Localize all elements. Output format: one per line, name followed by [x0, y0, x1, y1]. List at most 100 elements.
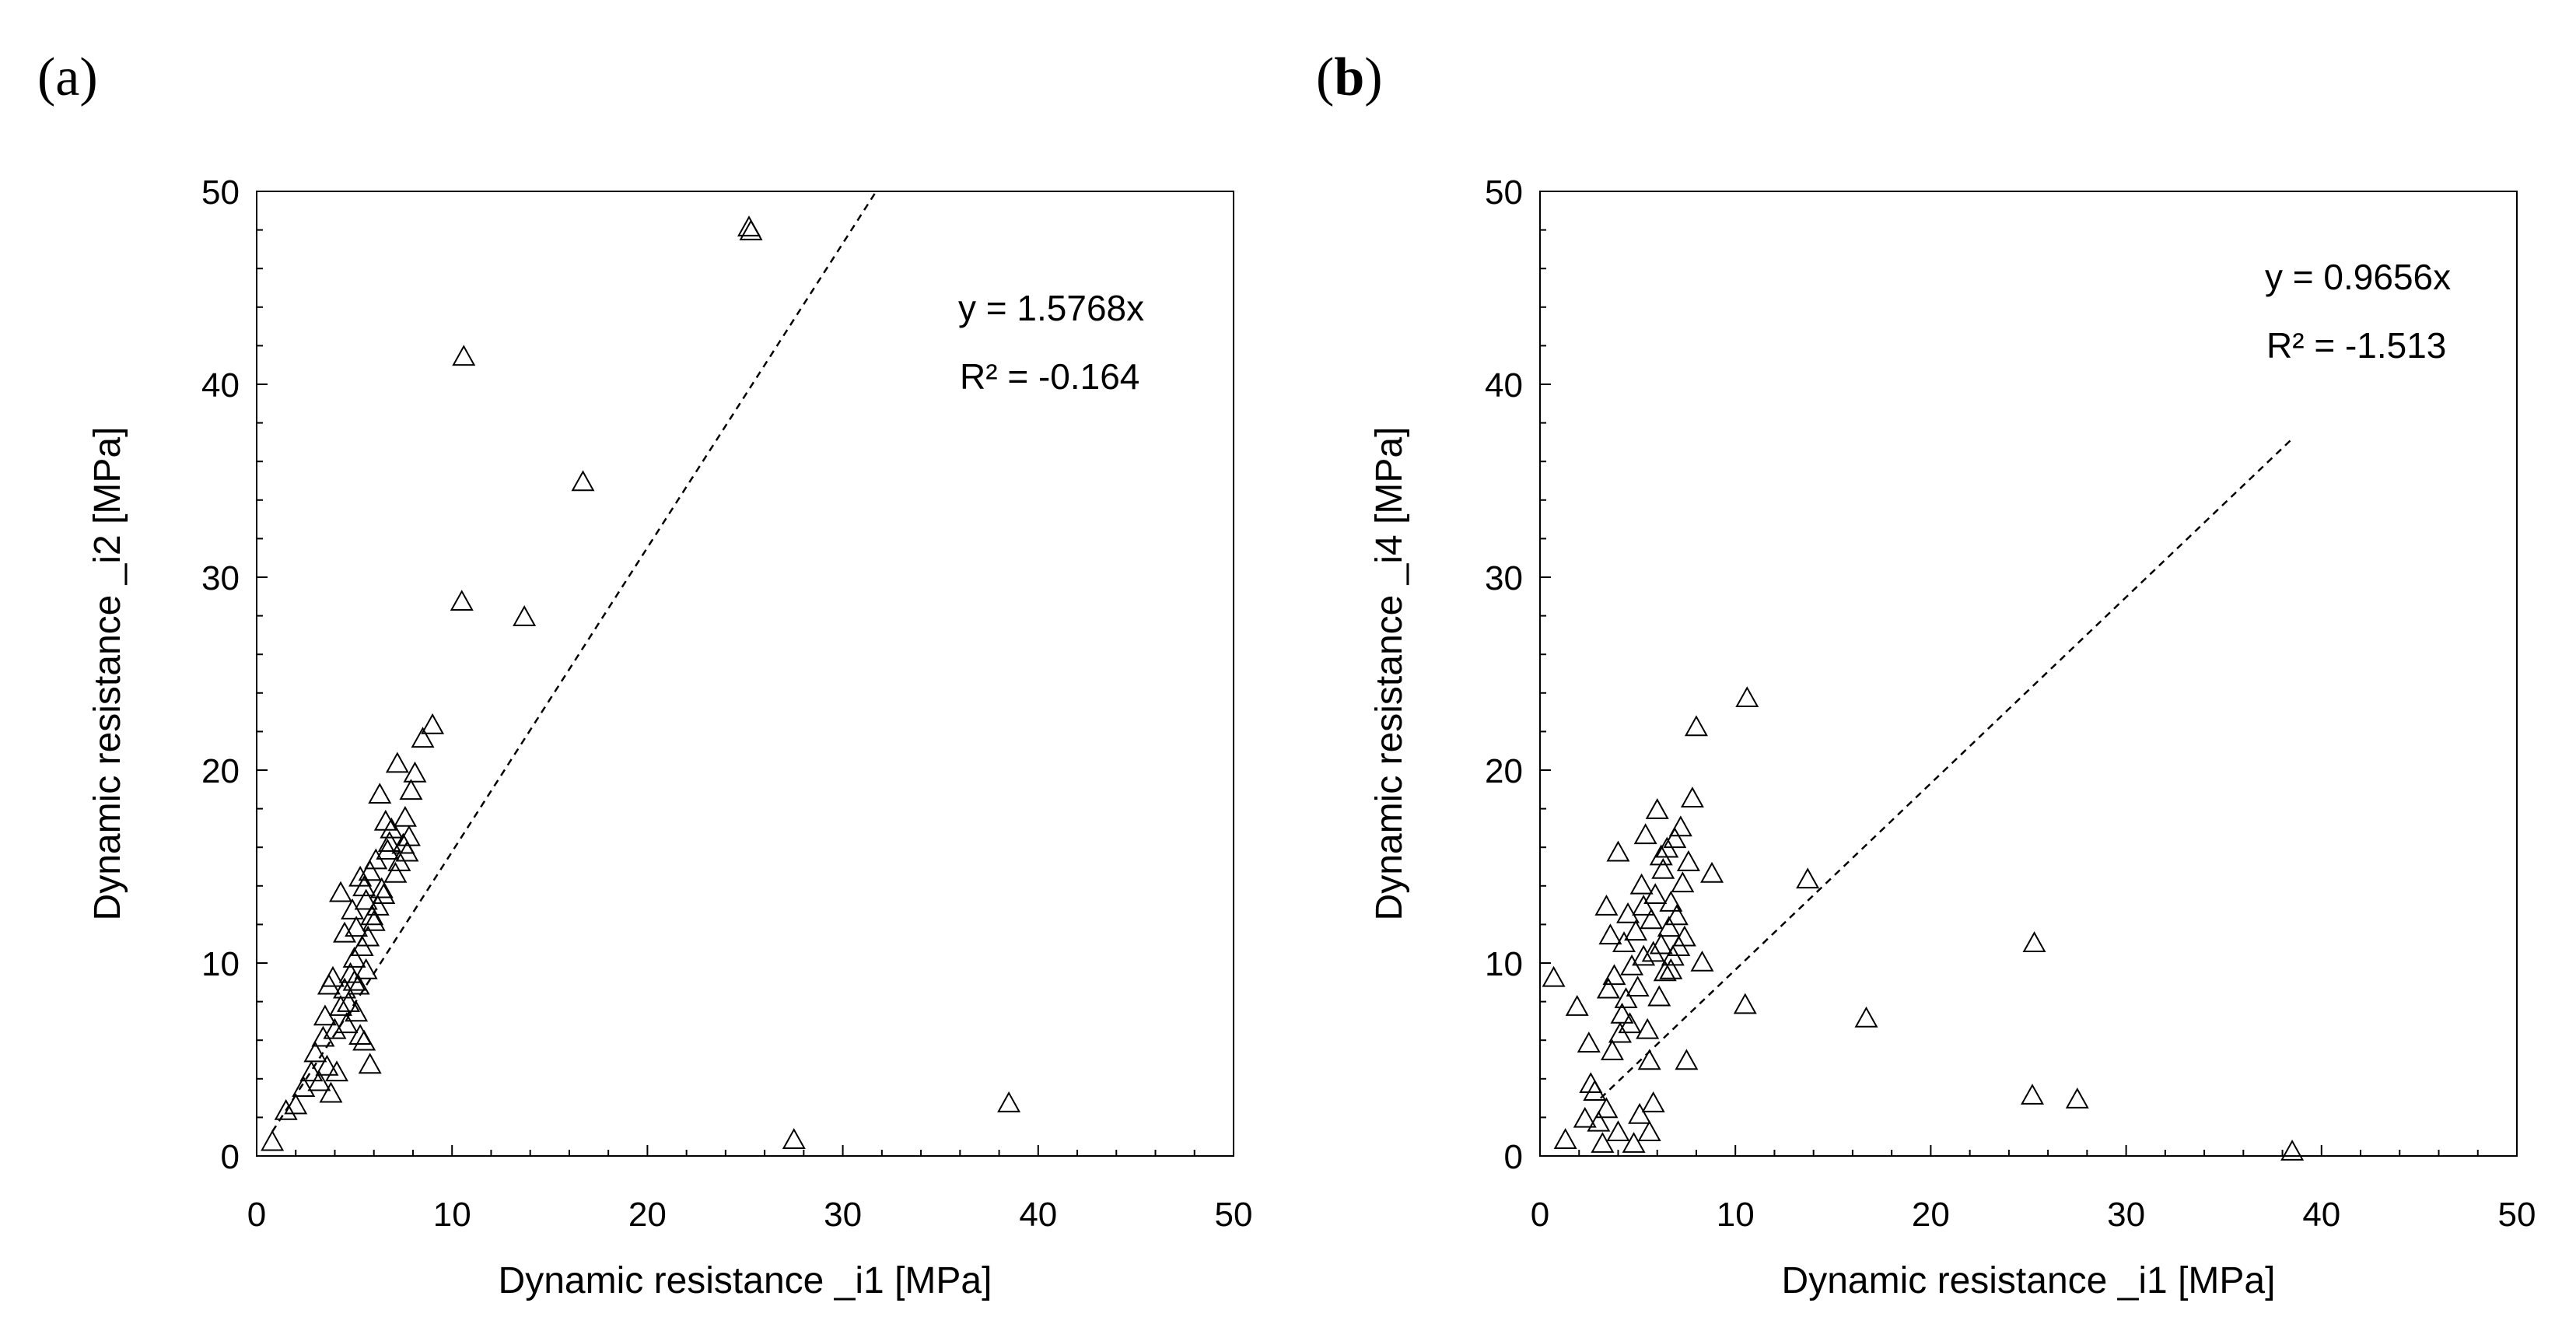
x-tick-label: 10 [433, 1196, 471, 1234]
data-point [1612, 931, 1636, 952]
data-point [1690, 950, 1714, 972]
y-tick-label: 40 [1485, 366, 1523, 405]
data-points [1542, 686, 2305, 1161]
x-tick-labels: 0 10 20 30 40 50 [1531, 1196, 2536, 1234]
panel-label: (b) [1316, 47, 1383, 107]
plot-area-frame [256, 191, 1234, 1157]
data-point [362, 909, 386, 931]
x-tick-label: 40 [1019, 1196, 1057, 1234]
chart-panel-b: (b) 0 10 20 30 40 50 0 10 20 30 40 50 Dy… [1316, 47, 2536, 1301]
data-point [1640, 908, 1664, 930]
data-point [2022, 931, 2046, 952]
data-point [1624, 919, 1648, 941]
data-point [299, 1060, 324, 1082]
x-tick-labels: 0 10 20 30 40 50 [247, 1196, 1253, 1234]
data-point [1636, 1018, 1660, 1039]
x-tick-label: 40 [2302, 1196, 2340, 1234]
data-point [352, 875, 376, 897]
data-point [1602, 964, 1626, 986]
data-point [1583, 1080, 1607, 1101]
data-point [739, 219, 763, 240]
data-point [1594, 895, 1619, 916]
y-tick-label: 0 [1504, 1138, 1523, 1176]
data-point [1700, 861, 1724, 883]
x-tick-label: 50 [1215, 1196, 1253, 1234]
y-tick-labels: 0 10 20 30 40 50 [1485, 173, 1523, 1176]
data-point [1629, 873, 1654, 895]
data-point [397, 825, 421, 846]
plot-area-frame [1539, 191, 2518, 1157]
data-point [1600, 1039, 1624, 1060]
data-point [342, 946, 366, 968]
data-point [292, 1076, 316, 1097]
data-point [403, 761, 427, 783]
data-point [1610, 1002, 1634, 1024]
data-point [348, 865, 373, 887]
data-point [1542, 965, 1566, 987]
data-point [274, 1098, 298, 1120]
data-point [320, 965, 345, 987]
data-point [317, 973, 341, 995]
data-point [1733, 993, 1757, 1014]
data-point [323, 1018, 347, 1039]
y-tick-label: 10 [201, 945, 240, 983]
data-point [333, 921, 357, 943]
x-tick-label: 20 [628, 1196, 667, 1234]
data-point [1664, 904, 1689, 926]
data-point [284, 1093, 308, 1115]
data-point [1606, 840, 1630, 862]
data-point [348, 1024, 373, 1046]
data-point [997, 1091, 1021, 1112]
data-point [1637, 1049, 1661, 1070]
y-tick-label: 20 [201, 752, 240, 790]
data-point [385, 751, 409, 773]
y-tick-label: 50 [201, 173, 240, 212]
data-point [1577, 1032, 1601, 1053]
data-point [1641, 940, 1665, 962]
data-point [1649, 844, 1673, 866]
data-point [1614, 987, 1638, 1008]
data-point [2021, 1084, 2045, 1105]
data-point [1587, 1110, 1611, 1132]
data-point [1668, 815, 1692, 837]
data-point [1643, 883, 1668, 904]
data-point [1565, 994, 1589, 1016]
data-point [1671, 871, 1695, 893]
data-point [1598, 923, 1622, 945]
data-point [1641, 1091, 1665, 1112]
data-point [354, 888, 378, 910]
data-point [450, 590, 474, 611]
data-point [1637, 1120, 1661, 1142]
data-point [333, 977, 357, 999]
r-squared-label: R² = -1.513 [2266, 325, 2446, 366]
data-point [376, 839, 400, 860]
data-point [399, 779, 423, 800]
data-point [1645, 798, 1669, 819]
data-point [324, 1060, 348, 1082]
data-point [1676, 849, 1700, 871]
data-point [1647, 985, 1671, 1007]
data-point [1657, 916, 1681, 937]
y-tick-label: 30 [1485, 559, 1523, 597]
data-point [1672, 925, 1696, 947]
data-point [329, 994, 353, 1016]
r-squared-label: R² = -0.164 [960, 356, 1139, 397]
data-point [342, 969, 366, 991]
data-point [782, 1128, 806, 1149]
data-point [358, 860, 382, 881]
data-point [1735, 686, 1759, 708]
x-tick-label: 30 [824, 1196, 862, 1234]
y-axis-title: Dynamic resistance _i2 [MPa] [87, 427, 128, 921]
trendline-equation: y = 1.5768x [958, 288, 1144, 328]
chart-panel-a: (a) 0 10 20 30 40 50 0 10 20 30 40 50 Dy… [37, 47, 1252, 1301]
data-point [395, 840, 419, 862]
data-point [411, 727, 435, 748]
data-point [383, 861, 408, 883]
data-point [358, 1053, 382, 1074]
y-tick-labels: 0 10 20 30 40 50 [201, 173, 240, 1176]
data-point [1616, 902, 1640, 923]
data-point [1680, 786, 1704, 807]
data-point [1659, 891, 1683, 912]
y-tick-label: 10 [1485, 945, 1523, 983]
